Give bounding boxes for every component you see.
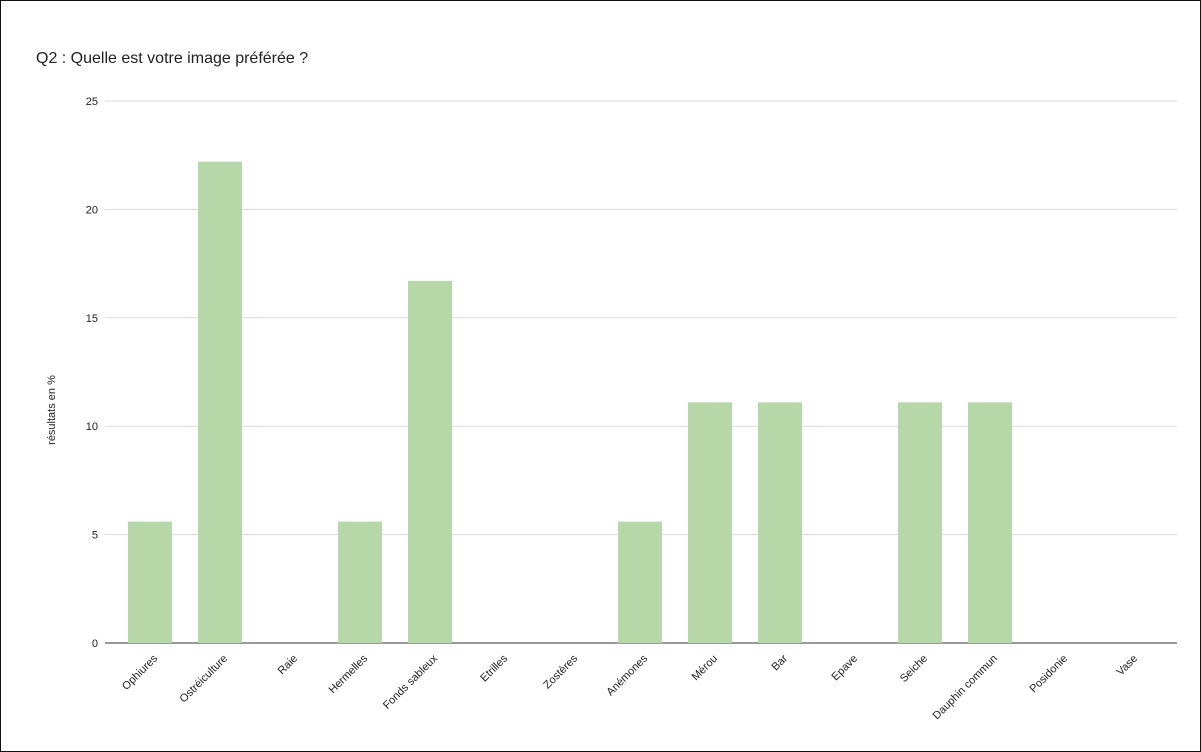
bar	[198, 161, 242, 644]
bar	[338, 521, 382, 643]
bar	[128, 521, 172, 643]
y-tick-label: 0	[92, 638, 98, 650]
chart-title: Q2 : Quelle est votre image préférée ?	[36, 50, 309, 67]
x-tick-label: Anémones	[604, 652, 650, 698]
x-tick-label: Raie	[276, 653, 300, 677]
y-tick-label: 25	[86, 96, 98, 108]
bar	[758, 402, 802, 643]
bar	[688, 402, 732, 643]
bar	[968, 402, 1012, 643]
x-tick-label: Hermelles	[327, 652, 371, 696]
y-tick-label: 20	[86, 204, 98, 216]
x-tick-label: Ophiures	[120, 652, 160, 692]
x-tick-label: Zostères	[541, 652, 580, 691]
y-axis-label: résultats en %	[46, 375, 58, 445]
x-tick-label: Fonds sableux	[381, 652, 440, 711]
x-tick-label: Mérou	[690, 653, 721, 684]
x-tick-label: Etrilles	[478, 652, 510, 684]
y-tick-label: 5	[92, 530, 98, 542]
x-tick-label: Bar	[770, 652, 791, 673]
x-tick-label: Epave	[830, 653, 861, 684]
bar-layer	[128, 161, 1012, 644]
y-tick-label: 15	[86, 313, 98, 325]
x-tick-label: Ostréiculture	[178, 653, 231, 706]
x-tick-label: Seiche	[898, 653, 930, 685]
x-tick-label: Dauphin commun	[931, 653, 1000, 722]
bar	[618, 521, 662, 643]
bar	[898, 402, 942, 643]
y-tick-label: 10	[86, 421, 98, 433]
x-tick-label: Vase	[1114, 653, 1140, 679]
x-tick-label: Posidonie	[1027, 653, 1070, 696]
bar	[408, 280, 452, 643]
